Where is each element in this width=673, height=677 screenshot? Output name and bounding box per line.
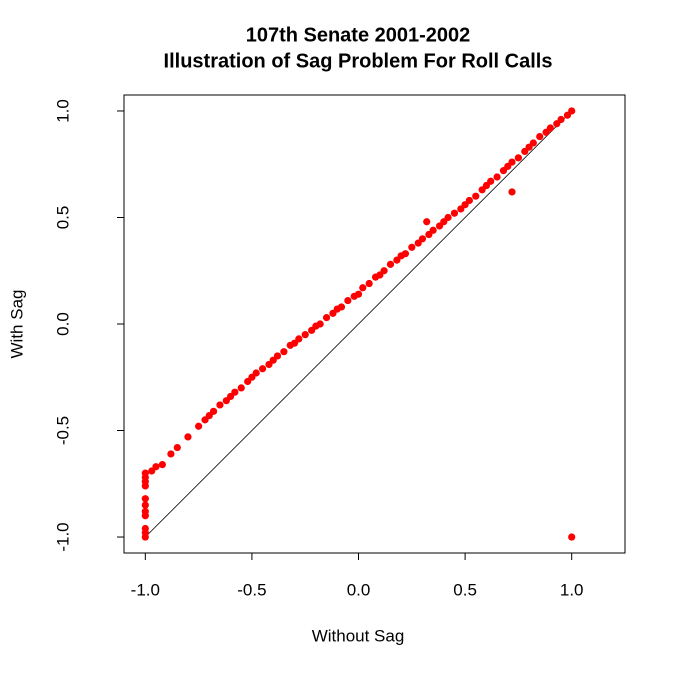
point [386,260,395,268]
point [508,158,516,166]
y-tick-label: -1.0 [53,522,72,551]
y-axis-label: With Sag [7,290,26,359]
point [195,422,203,430]
point [216,401,224,409]
y-tick-label: -0.5 [53,416,72,445]
x-tick-label: -1.0 [131,580,160,599]
point [465,196,473,205]
point [173,443,181,452]
chart-title: 107th Senate 2001-2002 [246,24,471,46]
point [237,384,245,392]
point [167,450,175,458]
point [423,218,431,226]
y-tick-label: 0.0 [53,312,72,336]
point [344,296,352,305]
point [141,512,149,520]
point [487,177,495,185]
x-tick-label: 0.0 [347,580,371,599]
point [365,279,373,288]
point [493,173,501,181]
point [472,192,480,200]
point [408,243,416,251]
point [568,107,576,115]
point [209,407,218,415]
plot-frame [123,94,626,554]
y-tick-label: 0.5 [53,206,72,230]
x-tick-label: 0.5 [453,580,477,599]
point [273,352,282,360]
point [546,124,554,132]
point [568,533,576,541]
point [354,290,363,298]
point [252,369,260,377]
point [141,501,149,509]
x-axis-label: Without Sag [312,626,405,645]
point [280,348,288,356]
point [557,115,565,124]
point [141,482,149,490]
point [141,495,149,503]
point [529,139,537,147]
chart-subtitle: Illustration of Sag Problem For Roll Cal… [164,50,553,72]
point [337,303,346,311]
point [401,250,410,258]
x-tick-label: 1.0 [560,580,584,599]
point [514,154,523,162]
point [141,533,149,541]
point [301,331,309,339]
y-tick-label: 1.0 [53,99,72,123]
point [508,188,516,196]
point [316,320,324,328]
point [418,235,427,243]
point [231,388,239,396]
point [359,284,367,292]
point [184,433,192,441]
point [536,132,544,141]
point [444,213,452,222]
point [258,365,267,373]
point [152,463,160,471]
point [158,460,166,469]
x-tick-label: -0.5 [237,580,266,599]
point [322,314,331,322]
point [429,226,437,234]
point [380,267,388,275]
point [295,335,303,343]
point [450,209,459,217]
reference-line [145,110,572,538]
